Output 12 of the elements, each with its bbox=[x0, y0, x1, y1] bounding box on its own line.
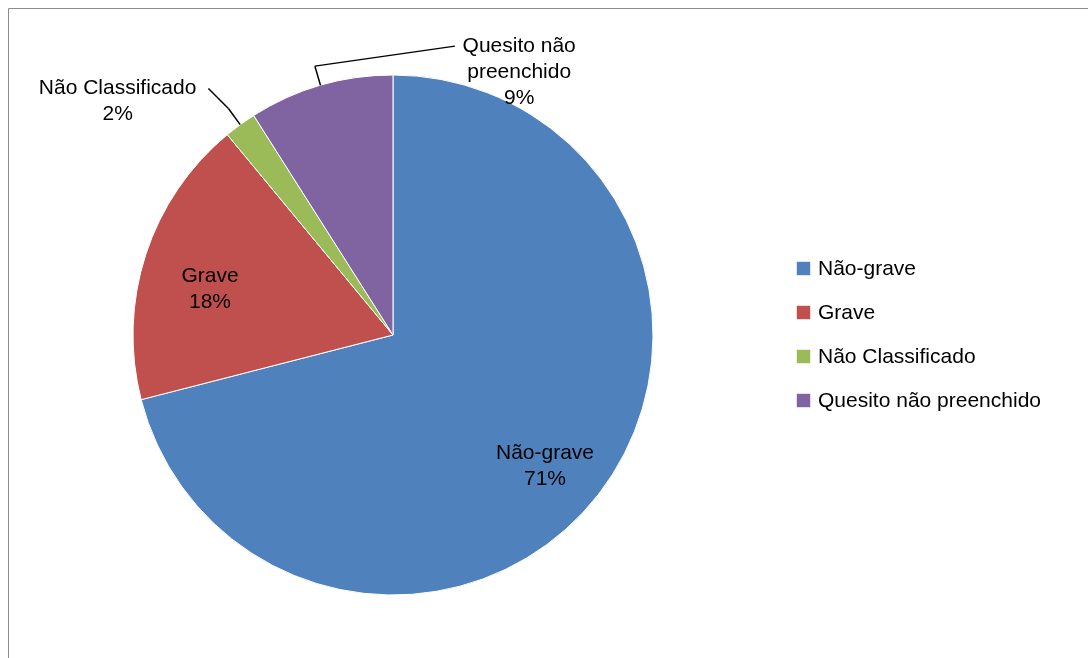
slice-label: Grave bbox=[181, 262, 239, 286]
legend-label: Não-grave bbox=[818, 255, 917, 279]
data-label: 71% bbox=[524, 465, 567, 489]
legend-label: Quesito não preenchido bbox=[818, 387, 1041, 411]
slice-label: Não-grave bbox=[495, 439, 595, 463]
slice-label: Quesito não preenchido bbox=[462, 33, 576, 83]
data-label: 2% bbox=[102, 101, 133, 125]
data-label: 18% bbox=[189, 288, 232, 312]
legend-label: Grave bbox=[818, 299, 876, 323]
data-label: 9% bbox=[504, 85, 535, 109]
legend-label: Não Classificado bbox=[818, 343, 976, 367]
slice-label: Não Classificado bbox=[38, 75, 197, 99]
